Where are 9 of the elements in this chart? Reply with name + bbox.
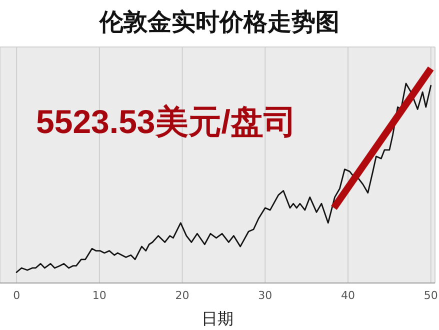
x-tick-label: 10 [92,288,106,302]
x-tick-label: 40 [341,288,355,302]
x-axis-title: 日期 [202,309,234,328]
chart-title: 伦敦金实时价格走势图 [98,7,340,38]
x-tick-label: 50 [424,288,438,302]
x-tick-label: 0 [13,288,20,302]
annotation: 5523.53美元/盘司 [36,102,296,142]
x-tick-label: 30 [258,288,272,302]
x-tick-label: 20 [175,288,190,302]
